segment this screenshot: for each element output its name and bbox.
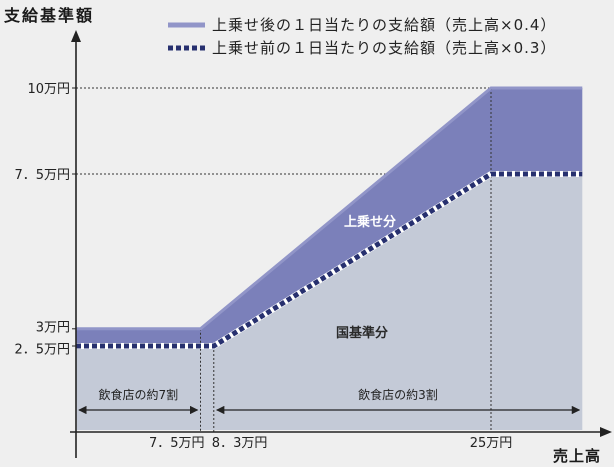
range-label: 飲食店の約3割 xyxy=(358,387,438,402)
series-line-after xyxy=(76,86,583,331)
area-label-base-amount: 国基準分 xyxy=(336,325,388,341)
ranges: 飲食店の約7割 飲食店の約3割 xyxy=(78,387,581,415)
range-label: 飲食店の約7割 xyxy=(98,387,178,402)
area-label-top-up: 上乗せ分 xyxy=(344,214,396,230)
x-tick-label: 7．5万円 xyxy=(149,436,205,451)
y-axis-arrow-icon xyxy=(71,30,81,42)
series-line-before xyxy=(76,171,583,349)
y-tick-label: 10万円 xyxy=(27,82,70,97)
area-top-up xyxy=(76,88,583,346)
x-axis-title: 売上高 xyxy=(553,447,601,465)
x-tick-label: 25万円 xyxy=(470,436,513,451)
area-base-amount xyxy=(76,174,583,430)
y-tick-label: 7．5万円 xyxy=(14,168,70,183)
y-tick-label: 3万円 xyxy=(36,320,70,335)
legend-label-after: 上乗せ後の１日当たりの支給額（売上高×0.4） xyxy=(212,16,556,34)
x-ticks: 7．5万円 8．3万円 25万円 xyxy=(149,436,512,451)
y-axis-title: 支給基準額 xyxy=(3,6,94,25)
legend-label-before: 上乗せ前の１日当たりの支給額（売上高×0.3） xyxy=(212,39,556,57)
legend: 上乗せ後の１日当たりの支給額（売上高×0.4） 上乗せ前の１日当たりの支給額（売… xyxy=(168,16,556,57)
x-axis-arrow-icon xyxy=(600,427,612,437)
x-tick-label: 8．3万円 xyxy=(212,436,268,451)
y-ticks: 10万円 7．5万円 3万円 2．5万円 xyxy=(14,82,76,357)
y-tick-label: 2．5万円 xyxy=(14,342,70,357)
